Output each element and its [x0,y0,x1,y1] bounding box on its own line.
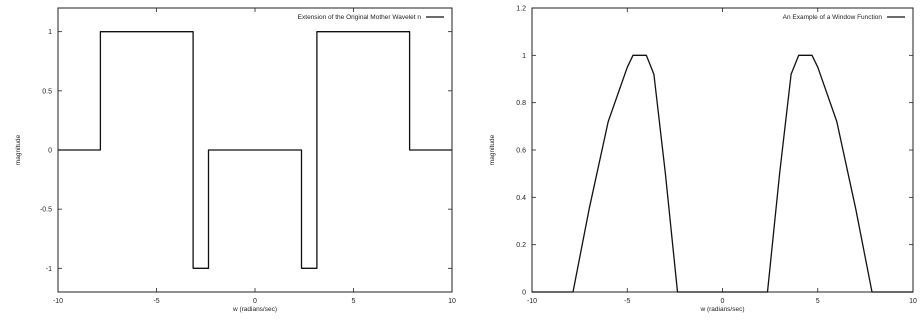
y-tick-label: -0.5 [40,207,52,214]
legend-entry: Extension of the Original Mother Wavelet… [298,14,422,21]
y-tick-label: 0.4 [516,195,526,202]
x-tick-label: 0 [721,298,725,305]
y-axis-label: magnitude [489,134,496,165]
series-line [58,31,452,269]
y-tick-label: 0.8 [516,100,526,107]
x-axis-label: w (radians/sec) [232,306,277,313]
x-tick-label: -5 [624,298,630,305]
y-tick-label: 1 [522,53,526,60]
legend-entry: An Example of a Window Function [783,14,883,21]
y-axis-label: magnitude [15,134,22,165]
x-tick-label: -10 [527,298,537,305]
x-tick-label: 5 [816,298,820,305]
x-tick-label: 0 [253,298,257,305]
x-tick-label: -5 [153,298,159,305]
y-tick-label: 0 [522,290,526,297]
plot-frame [531,7,914,293]
x-tick-label: 10 [909,298,917,305]
y-tick-label: 1 [48,29,52,36]
x-tick-label: 10 [448,298,456,305]
y-tick-label: 0.5 [42,88,52,95]
y-tick-label: 0 [48,148,52,155]
x-axis-label: w (radians/sec) [699,306,744,313]
x-tick-label: -10 [53,298,63,305]
y-tick-label: 0.2 [516,242,526,249]
y-tick-label: -1 [46,266,52,273]
x-tick-label: 5 [352,298,356,305]
series-line [532,54,913,293]
y-tick-label: 0.6 [516,148,526,155]
y-tick-label: 1.2 [516,6,526,13]
